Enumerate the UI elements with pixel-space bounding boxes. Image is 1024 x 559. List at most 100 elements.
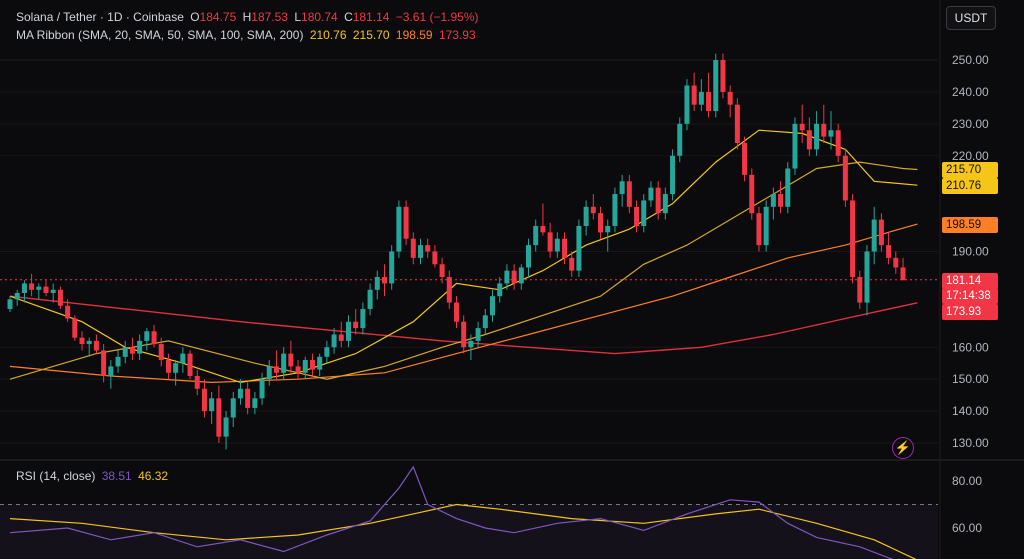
rsi-legend: RSI (14, close) 38.51 46.32 — [16, 469, 171, 483]
candle-body — [778, 194, 784, 207]
candle-body — [742, 142, 748, 175]
candle-body — [662, 194, 668, 214]
rsi-value: 38.51 — [101, 469, 132, 483]
candle-body — [281, 353, 287, 373]
candle-body — [14, 292, 20, 300]
candle-body — [835, 130, 841, 156]
candle-body — [482, 315, 488, 329]
rsi-line — [9, 465, 894, 559]
open-value: 184.75 — [199, 10, 237, 24]
currency-button[interactable]: USDT — [946, 6, 996, 30]
candle-body — [216, 398, 222, 437]
candle-body — [86, 340, 92, 345]
candle-body — [864, 251, 870, 303]
close-value: 181.14 — [352, 10, 390, 24]
candle-body — [158, 344, 164, 361]
candle-body — [137, 340, 143, 354]
candle-body — [259, 379, 265, 399]
candle-body — [21, 283, 27, 293]
candle-body — [533, 225, 539, 246]
candle-body — [288, 353, 294, 367]
candle-body — [612, 194, 618, 226]
candle-body — [526, 245, 532, 268]
candle-body — [338, 334, 344, 341]
candle-body — [29, 283, 35, 290]
candle-body — [490, 296, 496, 316]
candle-body — [734, 104, 740, 143]
candle-body — [504, 270, 510, 284]
ma-ribbon-legend: MA Ribbon (SMA, 20, SMA, 50, SMA, 100, S… — [16, 28, 479, 42]
change-value: −3.61 (−1.95%) — [395, 10, 479, 24]
sma200-price-tag: 173.93 — [942, 304, 998, 320]
sma100-legend-value: 198.59 — [395, 28, 433, 42]
candle-body — [763, 206, 769, 246]
candle-body — [562, 238, 568, 258]
candle-body — [273, 366, 279, 373]
candle-body — [446, 277, 452, 303]
candle-body — [684, 85, 690, 124]
candle-body — [43, 286, 49, 293]
candle-body — [720, 60, 726, 92]
price-tick-label: 240.00 — [952, 85, 989, 99]
high-label: H — [242, 10, 252, 24]
candle-body — [173, 363, 179, 373]
sma20-price-tag: 210.76 — [942, 178, 998, 194]
candle-body — [842, 155, 848, 201]
candle-body — [677, 123, 683, 156]
candle-body — [36, 286, 42, 290]
candle-body — [396, 206, 402, 252]
low-value: 180.74 — [301, 10, 338, 24]
candle-body — [57, 289, 63, 306]
candle-body — [417, 245, 423, 258]
candle-body — [454, 302, 459, 322]
sma20-legend-value: 210.76 — [309, 28, 347, 42]
candle-body — [698, 91, 704, 105]
candle-body — [497, 283, 503, 297]
candle-body — [302, 360, 308, 373]
candle-body — [101, 350, 107, 376]
candle-body — [194, 375, 200, 389]
candle-body — [187, 353, 193, 376]
header-legend: Solana / Tether · 1D · Coinbase O184.75 … — [16, 10, 482, 24]
candle-body — [619, 181, 625, 195]
candle-body — [266, 366, 272, 380]
candle-body — [144, 331, 150, 341]
candle-body — [713, 60, 719, 112]
candle-body — [324, 347, 330, 357]
candle-body — [108, 366, 114, 376]
ma-ribbon-label: MA Ribbon (SMA, 20, SMA, 50, SMA, 100, S… — [16, 28, 304, 42]
candle-body — [180, 353, 186, 364]
rsi-band — [0, 504, 938, 559]
price-tick-label: 230.00 — [952, 117, 989, 131]
candle-body — [814, 123, 820, 150]
candle-body — [886, 245, 892, 258]
price-tick-label: 140.00 — [952, 404, 989, 418]
candle-body — [317, 356, 323, 370]
sma200-legend-value: 173.93 — [438, 28, 476, 42]
rsi-tick-label: 80.00 — [952, 474, 982, 488]
candle-body — [65, 305, 71, 319]
lightning-icon[interactable]: ⚡ — [892, 437, 914, 459]
candle-body — [893, 257, 899, 268]
candle-body — [309, 360, 315, 370]
candle-body — [749, 174, 755, 214]
candle-body — [230, 398, 236, 418]
candle-body — [93, 340, 99, 351]
candle-body — [554, 238, 560, 252]
candle-body — [857, 277, 863, 303]
candle-body — [331, 334, 337, 348]
last-price-tag: 181.14 — [942, 273, 998, 289]
candle-body — [295, 366, 301, 373]
candle-body — [806, 130, 812, 150]
candle-body — [792, 123, 798, 169]
candle-body — [583, 206, 589, 226]
candle-body — [828, 130, 834, 137]
candle-body — [785, 168, 791, 207]
rsi-label: RSI (14, close) — [16, 469, 96, 483]
countdown-tag: 17:14:38 — [942, 288, 998, 304]
candle-body — [7, 299, 13, 309]
candle-body — [634, 206, 640, 226]
candle-body — [439, 264, 445, 278]
